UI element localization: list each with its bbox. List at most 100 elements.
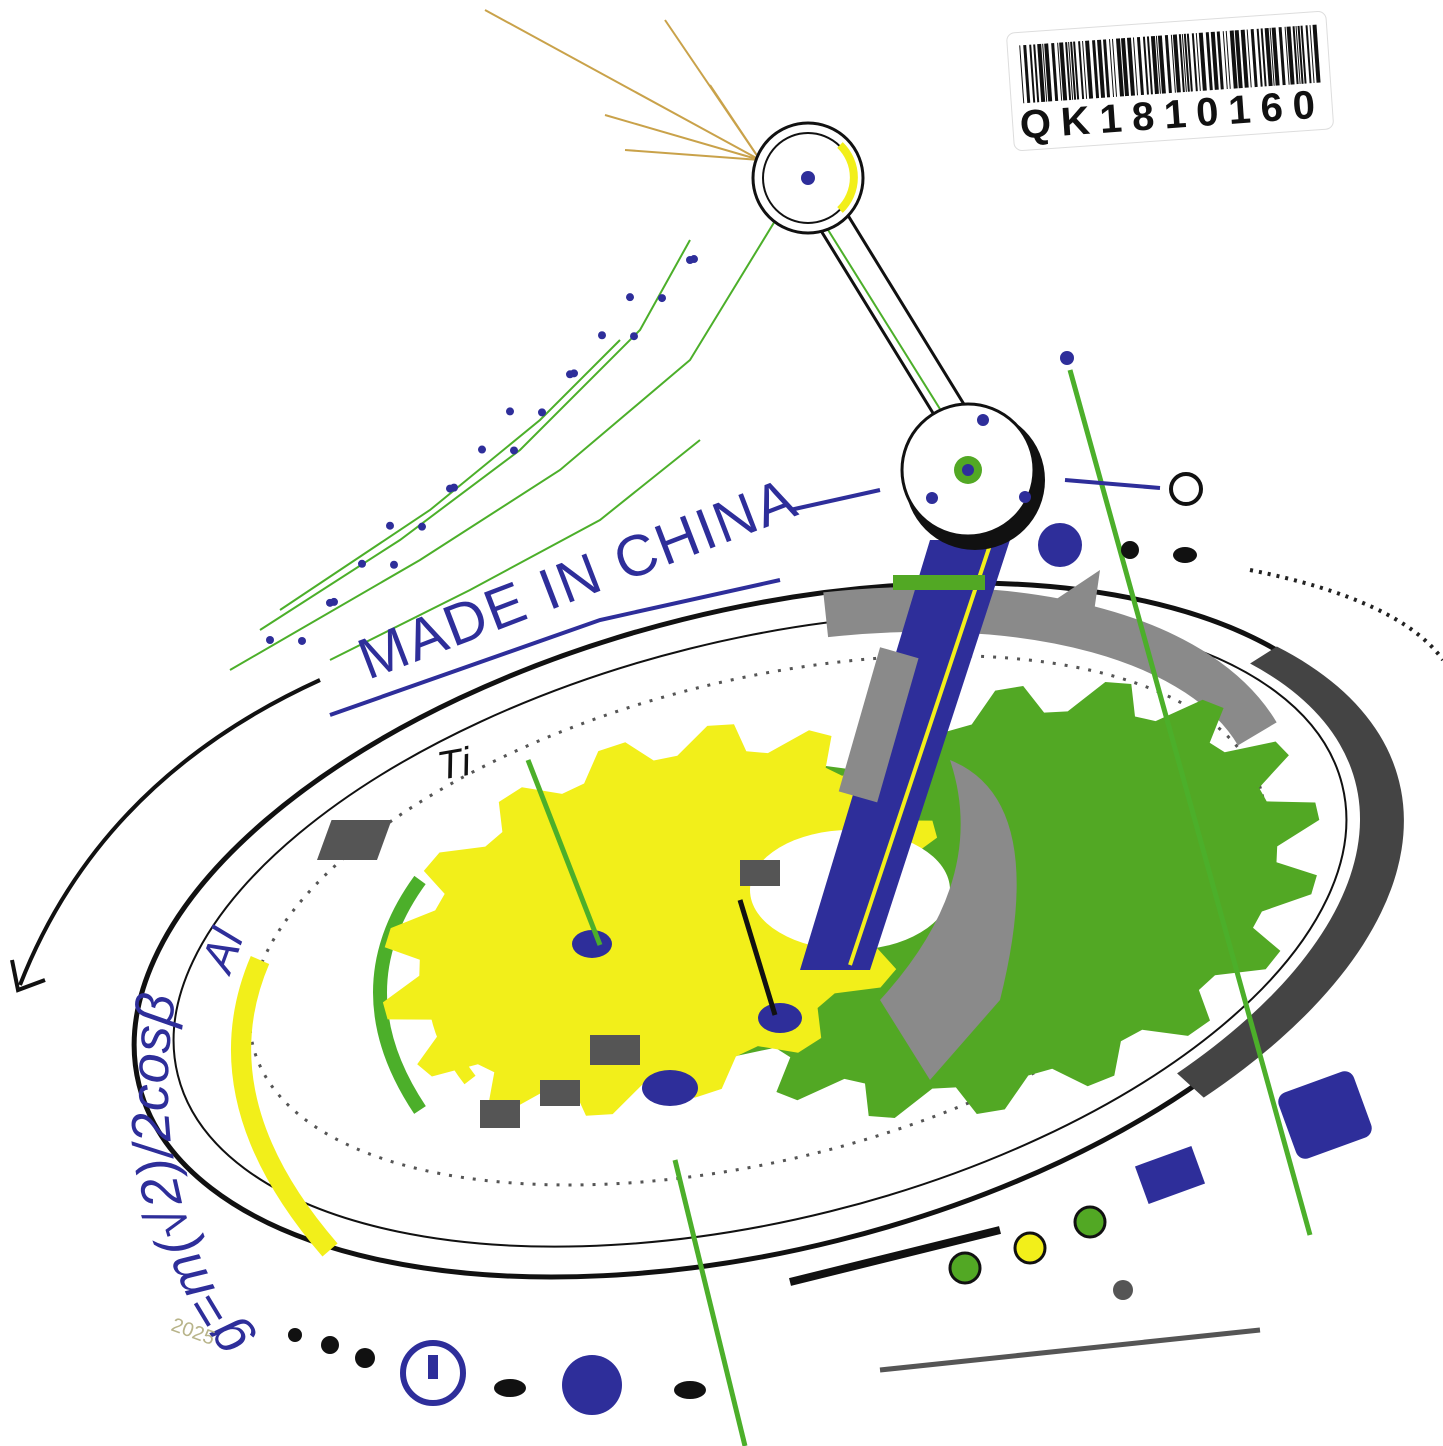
bar-stripe — [1103, 39, 1111, 98]
ring-node — [1169, 472, 1203, 506]
bar-stripe — [1312, 24, 1321, 83]
bar-stripe — [1155, 35, 1161, 94]
circuit-dot — [506, 407, 514, 416]
bar-stripe — [1198, 32, 1207, 91]
bar-stripe — [1264, 27, 1273, 87]
bar-stripe — [1085, 40, 1094, 99]
circuit-dot — [446, 484, 454, 493]
bar-stripe — [1205, 32, 1213, 91]
circuit-dot — [626, 293, 634, 302]
bar-stripe — [1178, 34, 1185, 93]
curved-arrow — [18, 678, 321, 986]
headline-lines — [329, 478, 1161, 717]
circuit-dot — [418, 522, 426, 531]
circuit-dot — [510, 446, 518, 455]
bar-stripe — [1164, 35, 1172, 94]
bar-stripe — [1292, 26, 1299, 85]
bar-stripe — [1126, 37, 1135, 96]
bar-stripe — [1305, 25, 1312, 84]
circuit-dot — [390, 560, 398, 569]
bar-stripe — [1186, 33, 1193, 92]
bottom-line — [879, 1327, 1261, 1373]
bar-stripe — [1042, 43, 1048, 102]
bar-stripe — [1240, 29, 1249, 88]
bar-stripe — [1278, 27, 1286, 86]
bar-stripe — [1136, 36, 1144, 96]
bar-stripe — [1037, 43, 1046, 103]
circuit-dot — [630, 332, 638, 341]
umbrella-icon — [562, 1355, 622, 1415]
bar-stripe — [1068, 41, 1074, 100]
vga-port — [1278, 1071, 1372, 1159]
bar-stripe — [1078, 41, 1085, 100]
bar-stripe — [1181, 33, 1187, 92]
bar-stripe — [1195, 33, 1201, 91]
bar-stripe — [1132, 37, 1138, 96]
bar-stripe — [1271, 27, 1280, 86]
circuit-dots — [266, 255, 698, 645]
circuit-dot — [538, 408, 546, 417]
circuit-dot — [598, 331, 606, 340]
barcode-label: QK1810160 — [1006, 11, 1334, 151]
bar-stripe — [1029, 44, 1036, 103]
bar-stripe — [1222, 31, 1228, 90]
circuit-dot — [326, 598, 334, 607]
circuit-dot — [386, 521, 394, 530]
dotted-arc — [1249, 568, 1443, 662]
bar-stripe — [1033, 44, 1040, 103]
bar-stripe — [1297, 25, 1304, 84]
bar-stripe — [1073, 41, 1080, 100]
bar-stripe — [1269, 27, 1275, 86]
bar-stripe — [1216, 31, 1224, 90]
bar-stripe — [1284, 26, 1290, 85]
bottom-node — [1113, 1280, 1133, 1300]
bar-stripe — [1059, 42, 1068, 101]
bar-stripe — [1070, 41, 1077, 100]
circuit-dot — [298, 636, 306, 645]
board-holes — [572, 930, 802, 1106]
circuit-dot — [358, 559, 366, 568]
bar-stripe — [1044, 43, 1053, 102]
bar-stripe — [1300, 25, 1307, 84]
rod-cap — [1060, 351, 1074, 365]
bar-stripe — [1082, 40, 1088, 99]
green-rods — [525, 369, 1313, 1446]
warning-icon — [400, 1340, 466, 1406]
bar-stripe — [1286, 26, 1295, 85]
warning-mark — [428, 1355, 438, 1379]
audio-ports — [948, 1205, 1107, 1285]
bar-stripe — [1229, 30, 1238, 89]
bar-stripe — [1225, 30, 1231, 89]
bar-stripe — [1115, 38, 1125, 97]
bar-stripe — [1295, 26, 1301, 84]
bar-stripe — [1210, 31, 1219, 90]
lower-arm — [800, 402, 1045, 970]
bar-stripe — [1309, 25, 1315, 83]
light-rays — [484, 9, 761, 161]
circuit-dot — [566, 370, 574, 379]
bar-stripe — [1065, 42, 1072, 101]
bar-stripe — [1051, 42, 1059, 102]
bar-stripe — [1146, 36, 1153, 95]
pins — [737, 899, 778, 1016]
bar-stripe — [1172, 34, 1181, 93]
bar-stripe — [1120, 38, 1130, 97]
bar-stripe — [1023, 44, 1031, 104]
circuit-dot — [478, 445, 486, 454]
circuit-beam — [229, 179, 801, 671]
bar-stripe — [1109, 39, 1115, 98]
bar-stripe — [1183, 33, 1190, 92]
bar-stripe — [1092, 40, 1100, 99]
circuit-dot — [686, 256, 694, 264]
gear-shadow — [880, 760, 1017, 1080]
bar-stripe — [1191, 33, 1198, 92]
bar-stripe — [1111, 38, 1118, 97]
bar-stripe — [1142, 36, 1149, 95]
chips — [316, 820, 780, 1128]
bar-stripe — [1097, 39, 1106, 98]
circuit-dot — [266, 636, 274, 644]
bar-stripe — [1157, 35, 1166, 94]
circuit-dot — [658, 294, 666, 303]
